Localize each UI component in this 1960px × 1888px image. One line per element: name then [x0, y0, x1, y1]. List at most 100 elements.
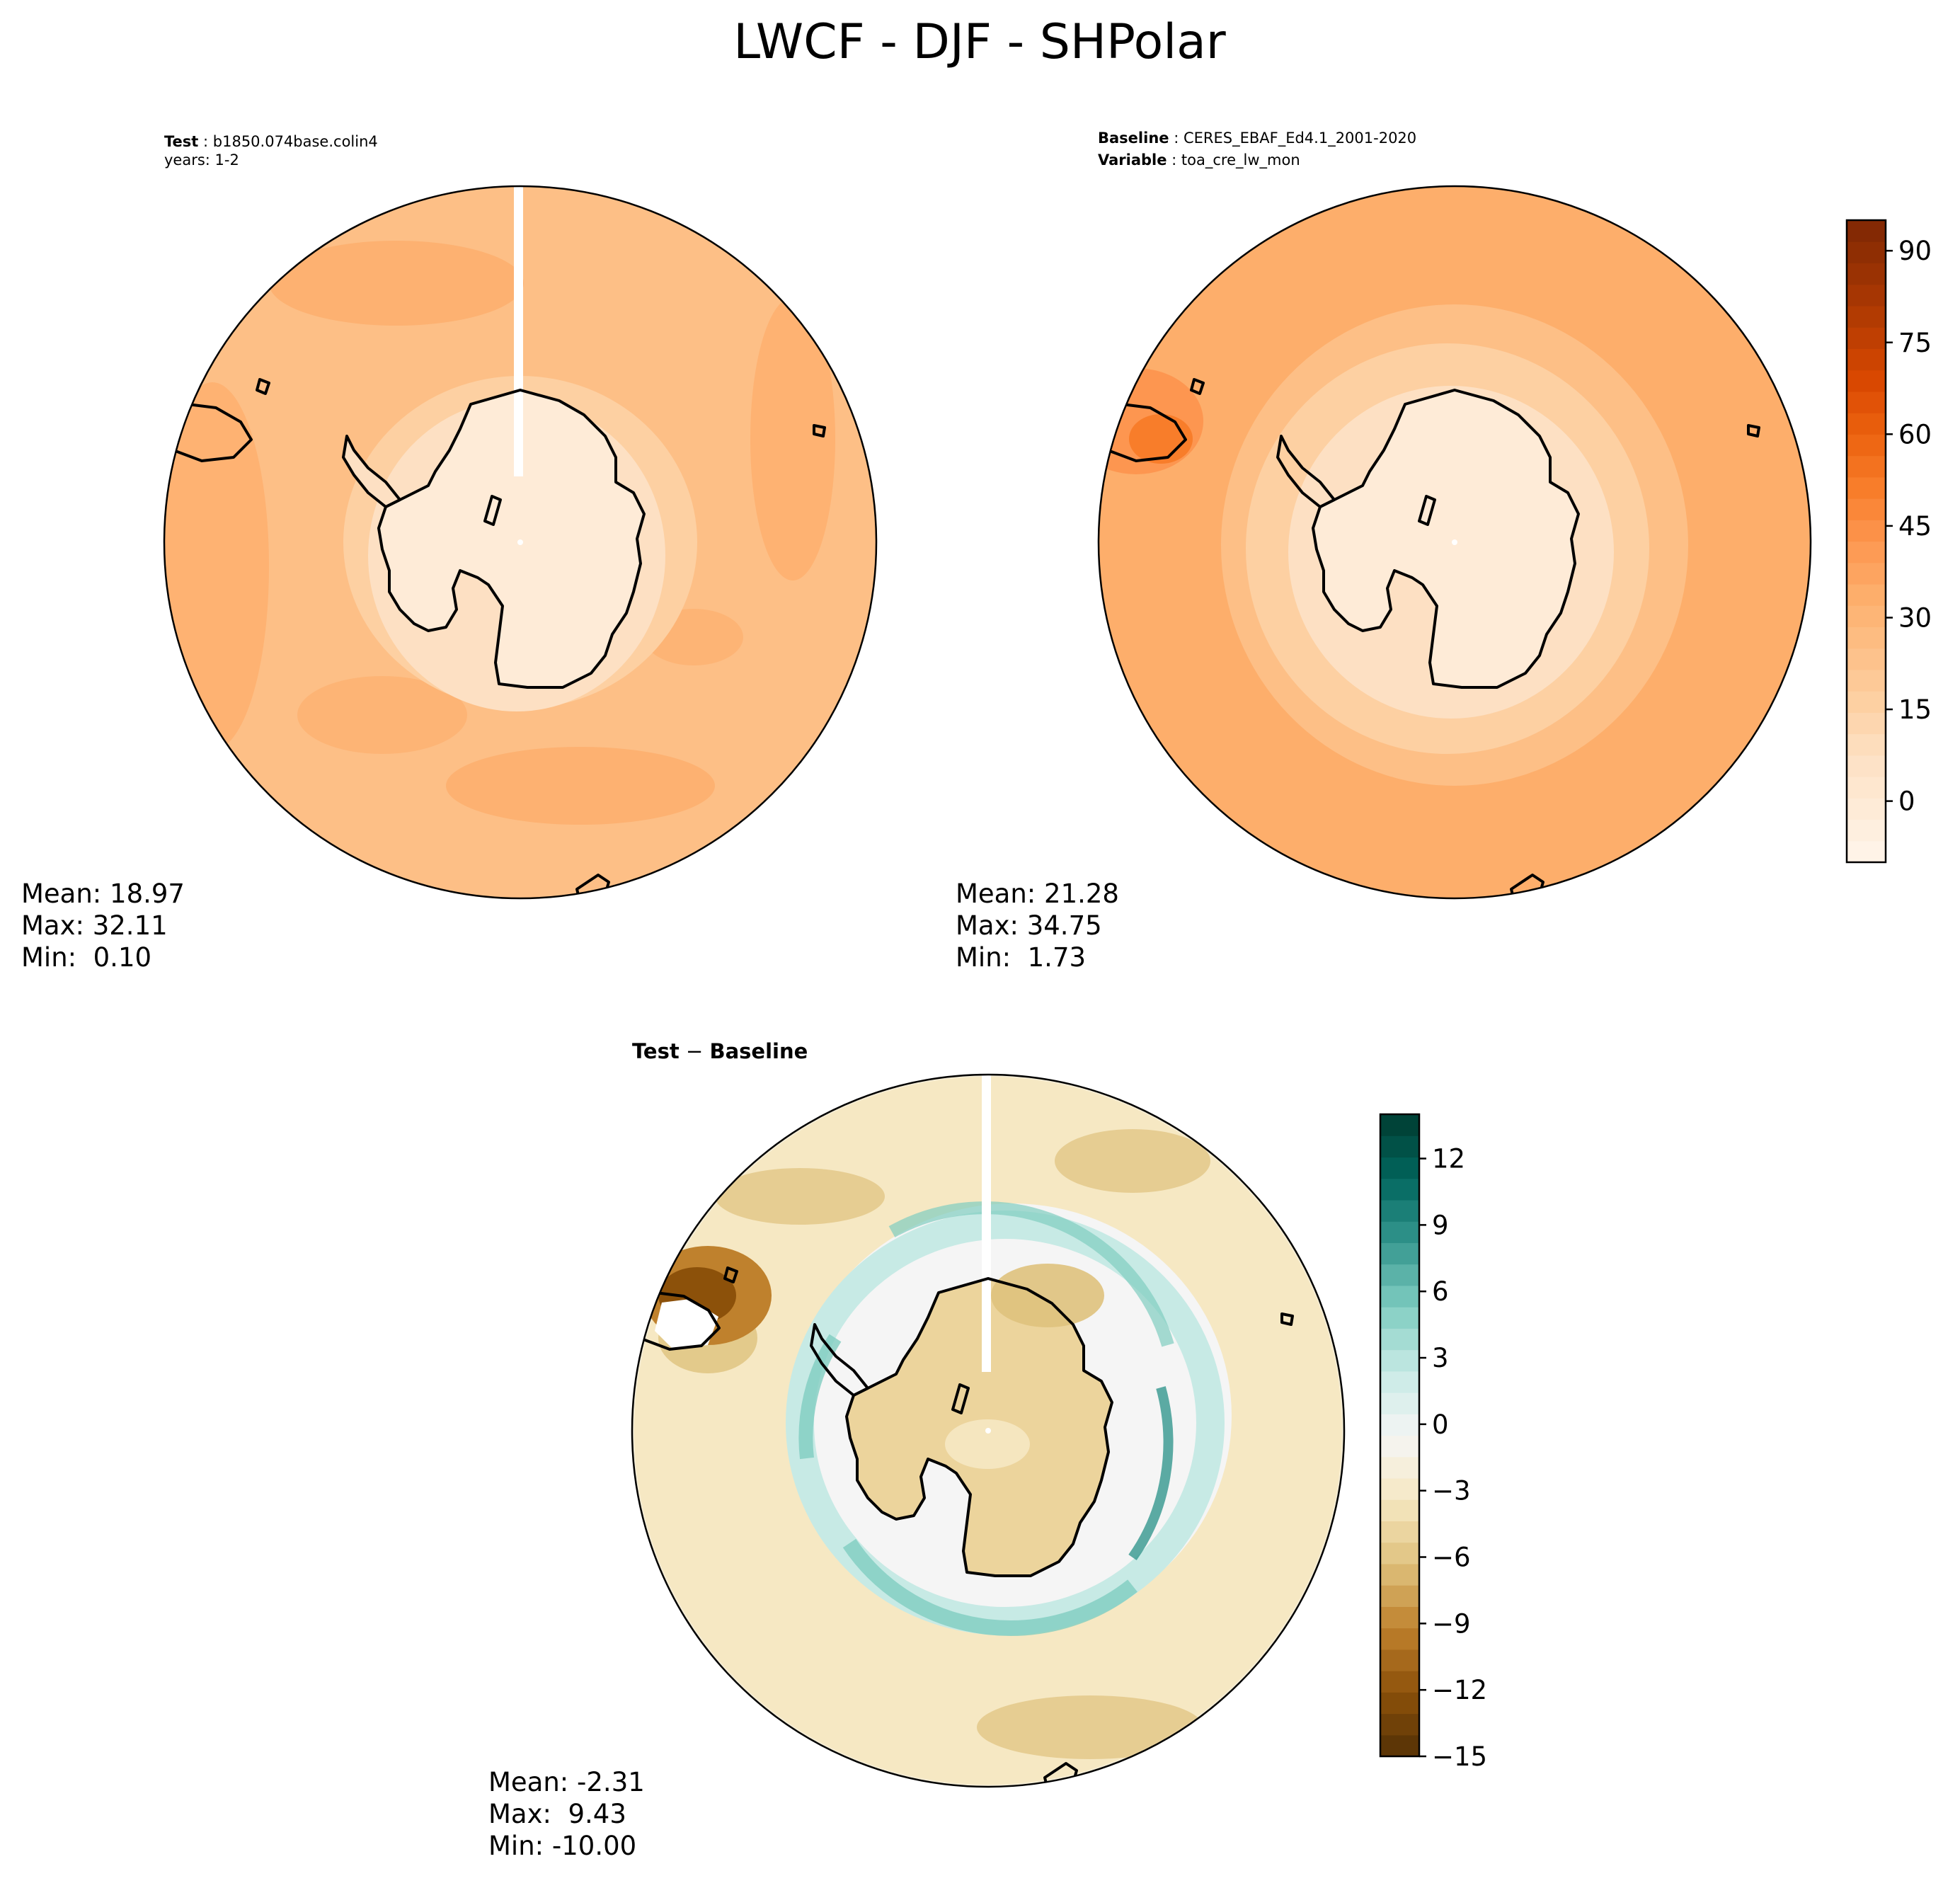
colorbar-oranges-band [1847, 669, 1886, 692]
colorbar-oranges-band [1847, 562, 1886, 585]
colorbar-brbg-band [1380, 1649, 1419, 1671]
colorbar-brbg-band [1380, 1178, 1419, 1201]
colorbar-brbg-band [1380, 1521, 1419, 1543]
baseline-case-name: CERES_EBAF_Ed4.1_2001-2020 [1184, 130, 1416, 147]
colorbar-brbg-band [1380, 1135, 1419, 1158]
colorbar-oranges-band [1847, 583, 1886, 606]
colorbar-brbg-band [1380, 1349, 1419, 1372]
colorbar-brbg-band [1380, 1221, 1419, 1243]
diff-map [631, 1073, 1346, 1788]
colorbar-brbg-tick-label: −6 [1432, 1543, 1471, 1573]
baseline-variable-header: Variable : toa_cre_lw_mon [1098, 151, 1300, 169]
colorbar-brbg-tick-label: 3 [1432, 1343, 1449, 1373]
baseline-case-header: Baseline : CERES_EBAF_Ed4.1_2001-2020 [1098, 130, 1416, 147]
colorbar-oranges-tick-label: 15 [1898, 694, 1932, 725]
colorbar-oranges-band [1847, 627, 1886, 649]
colorbar-oranges-band [1847, 712, 1886, 735]
colorbar-oranges-tick-label: 0 [1898, 786, 1915, 817]
diff-title-test: Test [632, 1039, 680, 1063]
colorbar-oranges-band [1847, 413, 1886, 435]
colorbar-brbg-tick-label: 12 [1432, 1144, 1465, 1174]
colorbar-brbg-band [1380, 1734, 1419, 1757]
colorbar-oranges-band [1847, 798, 1886, 820]
colorbar-brbg-band [1380, 1392, 1419, 1414]
colorbar-brbg-tick-label: 0 [1432, 1409, 1449, 1440]
colorbar-brbg: −15 −12 −9 −6 −3 0 3 6 9 12 [1379, 1113, 1487, 1772]
baseline-max: Max: 34.75 [956, 910, 1102, 941]
colorbar-oranges-band [1847, 648, 1886, 670]
colorbar-brbg-band [1380, 1671, 1419, 1693]
colorbar-oranges-band [1847, 691, 1886, 713]
colorbar-oranges-band [1847, 520, 1886, 542]
colorbar-brbg-tick-label: 9 [1432, 1210, 1449, 1240]
colorbar-oranges-band [1847, 434, 1886, 457]
colorbar-brbg-tick-label: −12 [1432, 1675, 1487, 1705]
baseline-variable: toa_cre_lw_mon [1181, 151, 1300, 169]
colorbar-oranges-band [1847, 840, 1886, 863]
colorbar-oranges-band [1847, 476, 1886, 499]
diff-max: Max: 9.43 [488, 1799, 626, 1829]
colorbar-oranges-band [1847, 305, 1886, 328]
colorbar-brbg-band [1380, 1307, 1419, 1329]
test-years: years: 1-2 [164, 151, 239, 168]
colorbar-oranges-band [1847, 263, 1886, 285]
colorbar-brbg-tick-label: −9 [1432, 1608, 1471, 1639]
diff-title-baseline: Baseline [709, 1039, 808, 1063]
colorbar-brbg-tick-label: −3 [1432, 1476, 1471, 1506]
colorbar-brbg-tick-label: 6 [1432, 1276, 1449, 1307]
colorbar-brbg-band [1380, 1692, 1419, 1715]
test-max: Max: 32.11 [21, 910, 168, 941]
colorbar-oranges-band [1847, 370, 1886, 392]
colorbar-brbg-band [1380, 1456, 1419, 1479]
colorbar-oranges-band [1847, 541, 1886, 563]
diff-min: Min: -10.00 [488, 1831, 636, 1861]
test-min: Min: 0.10 [21, 942, 151, 973]
variable-label: Variable [1098, 151, 1167, 168]
colorbar-brbg-band [1380, 1713, 1419, 1736]
figure-title: LWCF - DJF - SHPolar [733, 14, 1226, 70]
colorbar-brbg-band [1380, 1242, 1419, 1265]
colorbar-oranges-tick-label: 75 [1898, 328, 1932, 358]
colorbar-oranges-tick-label: 90 [1898, 236, 1932, 266]
test-label: Test [164, 133, 198, 150]
colorbar-oranges-band [1847, 819, 1886, 842]
colorbar-brbg-band [1380, 1157, 1419, 1179]
colorbar-oranges-band [1847, 605, 1886, 628]
colorbar-oranges-band [1847, 755, 1886, 777]
colorbar-brbg-tick-label: −15 [1432, 1741, 1487, 1772]
colorbar-oranges-band [1847, 498, 1886, 520]
baseline-map [1097, 185, 1812, 900]
baseline-mean: Mean: 21.28 [956, 879, 1119, 909]
colorbar-oranges-band [1847, 391, 1886, 413]
colorbar-brbg-band [1380, 1435, 1419, 1458]
colorbar-brbg-band [1380, 1199, 1419, 1222]
colorbar-brbg-band [1380, 1542, 1419, 1564]
colorbar-oranges-band [1847, 777, 1886, 799]
colorbar-oranges-band [1847, 733, 1886, 756]
baseline-label: Baseline [1098, 130, 1169, 147]
colorbar-brbg-band [1380, 1563, 1419, 1586]
colorbar-brbg-band [1380, 1414, 1419, 1436]
colorbar-oranges-band [1847, 348, 1886, 371]
colorbar-brbg-band [1380, 1606, 1419, 1629]
diff-title-sep: − [680, 1039, 710, 1063]
test-mean: Mean: 18.97 [21, 879, 185, 909]
colorbar-brbg-band [1380, 1499, 1419, 1522]
colorbar-brbg-band [1380, 1477, 1419, 1500]
colorbar-oranges-band [1847, 220, 1886, 242]
colorbar-brbg-band [1380, 1114, 1419, 1136]
colorbar-oranges-band [1847, 327, 1886, 349]
test-case-header: Test : b1850.074base.colin4 [164, 133, 378, 150]
diff-title: Test − Baseline [632, 1039, 808, 1063]
colorbar-brbg-band [1380, 1264, 1419, 1286]
colorbar-oranges: 0 15 30 45 60 75 90 [1845, 219, 1932, 864]
test-case-name: b1850.074base.colin4 [213, 133, 378, 150]
colorbar-brbg-band [1380, 1371, 1419, 1393]
colorbar-oranges-tick-label: 45 [1898, 511, 1932, 542]
colorbar-oranges-band [1847, 284, 1886, 307]
colorbar-brbg-band [1380, 1285, 1419, 1308]
diff-mean: Mean: -2.31 [488, 1767, 645, 1797]
colorbar-brbg-band [1380, 1585, 1419, 1607]
colorbar-brbg-band [1380, 1328, 1419, 1351]
